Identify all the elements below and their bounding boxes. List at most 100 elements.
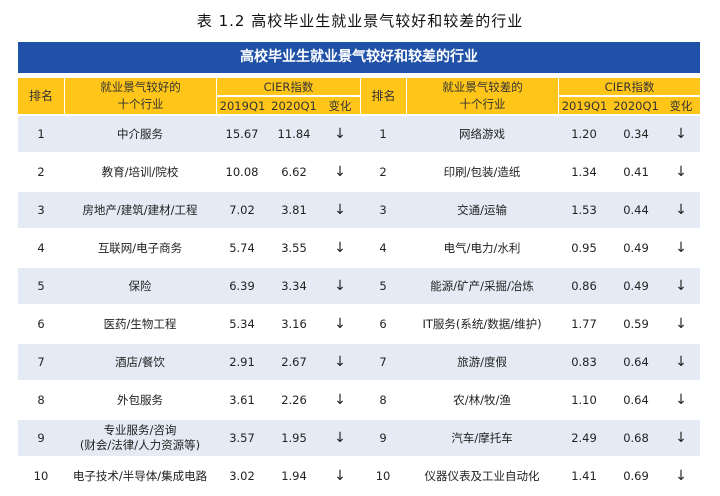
good-2019q1: 5.74 (216, 230, 268, 266)
good-industry: 外包服务 (64, 382, 216, 418)
good-2020q1: 3.55 (268, 230, 320, 266)
good-change-down-arrow-icon: ↓ (320, 420, 361, 456)
good-2020q1: 3.16 (268, 306, 320, 342)
bad-change-down-arrow-icon: ↓ (662, 192, 701, 228)
bad-2019q1: 1.53 (558, 192, 611, 228)
good-rank: 1 (18, 116, 64, 152)
bad-2020q1: 0.64 (610, 344, 663, 380)
good-change-down-arrow-icon: ↓ (320, 154, 361, 190)
bad-industry: 交通/运输 (406, 192, 559, 228)
good-change-down-arrow-icon: ↓ (320, 458, 361, 494)
good-2020q1: 2.26 (268, 382, 320, 418)
good-industry-header-line1: 就业景气较好的 (100, 80, 181, 94)
bad-change-down-arrow-icon: ↓ (662, 420, 701, 456)
bad-2019q1: 0.86 (558, 268, 611, 304)
good-change-down-arrow-icon: ↓ (320, 344, 361, 380)
good-2019q1: 3.57 (216, 420, 268, 456)
bad-industry: 能源/矿产/采掘/冶炼 (406, 268, 559, 304)
bad-industry: 汽车/摩托车 (406, 420, 559, 456)
bad-industry: 仪器仪表及工业自动化 (406, 458, 559, 494)
bad-2020q1-header: 2020Q1 (610, 97, 663, 114)
bad-2020q1: 0.49 (610, 268, 663, 304)
good-2019q1: 7.02 (216, 192, 268, 228)
bad-rank: 3 (360, 192, 407, 228)
bad-2019q1-header: 2019Q1 (558, 97, 611, 114)
bad-2020q1: 0.59 (610, 306, 663, 342)
bad-2019q1: 0.83 (558, 344, 611, 380)
bad-2019q1: 1.10 (558, 382, 611, 418)
bad-2020q1: 0.41 (610, 154, 663, 190)
good-2019q1-header: 2019Q1 (216, 97, 268, 114)
bad-change-down-arrow-icon: ↓ (662, 382, 701, 418)
table-row: 1 中介服务 15.67 11.84 ↓ 1 网络游戏 1.20 0.34 ↓ (18, 116, 701, 152)
good-rank: 2 (18, 154, 64, 190)
bad-cier-header: CIER指数 (558, 78, 701, 95)
good-industry: 电子技术/半导体/集成电路 (64, 458, 216, 494)
bad-rank: 8 (360, 382, 407, 418)
bad-rank: 1 (360, 116, 407, 152)
good-industry-line1: 专业服务/咨询 (103, 423, 177, 437)
good-rank: 9 (18, 420, 64, 456)
bad-rank: 6 (360, 306, 407, 342)
good-cier-header: CIER指数 (216, 78, 361, 95)
bad-industry: 网络游戏 (406, 116, 559, 152)
good-rank: 4 (18, 230, 64, 266)
bad-rank: 10 (360, 458, 407, 494)
bad-industry: IT服务(系统/数据/维护) (406, 306, 559, 342)
bad-change-header: 变化 (662, 97, 701, 114)
rank-header-2: 排名 (360, 78, 407, 114)
good-industry: 中介服务 (64, 116, 216, 152)
table-row: 5 保险 6.39 3.34 ↓ 5 能源/矿产/采掘/冶炼 0.86 0.49… (18, 268, 701, 304)
table-row: 8 外包服务 3.61 2.26 ↓ 8 农/林/牧/渔 1.10 0.64 ↓ (18, 382, 701, 418)
good-industry-header: 就业景气较好的 十个行业 (64, 78, 216, 114)
good-change-header: 变化 (320, 97, 361, 114)
bad-change-down-arrow-icon: ↓ (662, 230, 701, 266)
good-change-down-arrow-icon: ↓ (320, 306, 361, 342)
bad-industry: 旅游/度假 (406, 344, 559, 380)
bad-industry: 印刷/包装/造纸 (406, 154, 559, 190)
rank-header: 排名 (18, 78, 64, 114)
bad-2019q1: 1.20 (558, 116, 611, 152)
bad-rank: 4 (360, 230, 407, 266)
good-industry: 互联网/电子商务 (64, 230, 216, 266)
page-title: 表 1.2 高校毕业生就业景气较好和较差的行业 (196, 12, 524, 30)
good-2020q1: 11.84 (268, 116, 320, 152)
good-change-down-arrow-icon: ↓ (320, 382, 361, 418)
good-industry: 房地产/建筑/建材/工程 (64, 192, 216, 228)
table-row: 10 电子技术/半导体/集成电路 3.02 1.94 ↓ 10 仪器仪表及工业自… (18, 458, 701, 494)
table-banner: 高校毕业生就业景气较好和较差的行业 (18, 42, 700, 73)
good-2020q1: 2.67 (268, 344, 320, 380)
bad-industry-header-line1: 就业景气较差的 (442, 80, 523, 94)
good-2020q1: 1.95 (268, 420, 320, 456)
good-industry: 医药/生物工程 (64, 306, 216, 342)
bad-2020q1: 0.69 (610, 458, 663, 494)
bad-2020q1: 0.34 (610, 116, 663, 152)
good-2020q1: 3.34 (268, 268, 320, 304)
bad-change-down-arrow-icon: ↓ (662, 458, 701, 494)
good-2019q1: 6.39 (216, 268, 268, 304)
bad-2019q1: 1.41 (558, 458, 611, 494)
bad-industry-header: 就业景气较差的 十个行业 (406, 78, 559, 114)
bad-rank: 7 (360, 344, 407, 380)
good-change-down-arrow-icon: ↓ (320, 116, 361, 152)
table-row: 3 房地产/建筑/建材/工程 7.02 3.81 ↓ 3 交通/运输 1.53 … (18, 192, 701, 228)
good-industry-line2: (财会/法律/人力资源等) (79, 438, 201, 452)
good-2019q1: 10.08 (216, 154, 268, 190)
good-rank: 6 (18, 306, 64, 342)
table-row: 9 专业服务/咨询 (财会/法律/人力资源等) 3.57 1.95 ↓ 9 汽车… (18, 420, 701, 456)
bad-2020q1: 0.49 (610, 230, 663, 266)
bad-change-down-arrow-icon: ↓ (662, 268, 701, 304)
good-2019q1: 5.34 (216, 306, 268, 342)
good-2019q1: 3.02 (216, 458, 268, 494)
good-change-down-arrow-icon: ↓ (320, 268, 361, 304)
good-rank: 8 (18, 382, 64, 418)
bad-2020q1: 0.68 (610, 420, 663, 456)
good-2020q1: 6.62 (268, 154, 320, 190)
good-2019q1: 3.61 (216, 382, 268, 418)
bad-rank: 9 (360, 420, 407, 456)
bad-industry-header-line2: 十个行业 (459, 97, 506, 111)
bad-2019q1: 2.49 (558, 420, 611, 456)
bad-2020q1: 0.44 (610, 192, 663, 228)
good-rank: 7 (18, 344, 64, 380)
bad-change-down-arrow-icon: ↓ (662, 154, 701, 190)
